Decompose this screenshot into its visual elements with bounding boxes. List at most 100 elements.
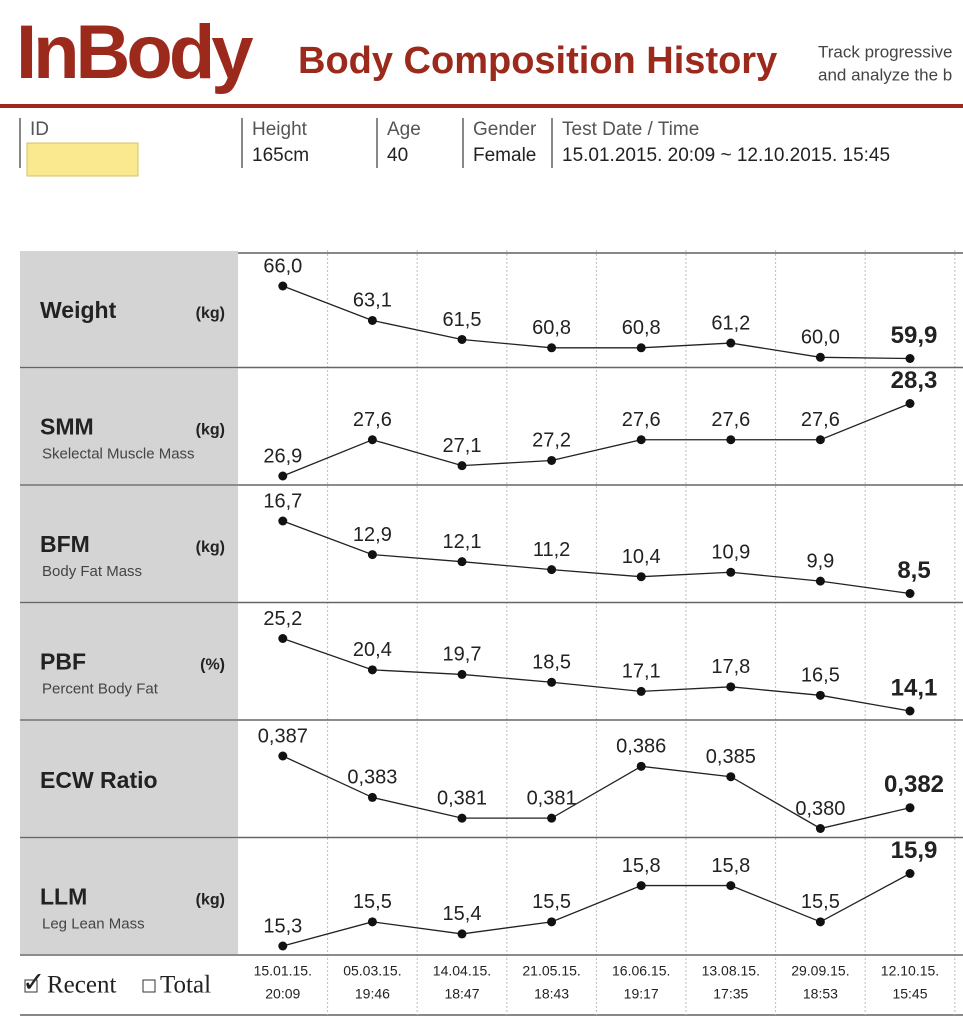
data-point [726,881,736,891]
info-label: Age [387,119,421,140]
data-point [636,572,646,582]
row-label-bg [20,368,238,484]
data-point [726,435,736,445]
value-label: 61,2 [711,312,750,334]
value-label: 17,1 [622,661,661,683]
info-value: 40 [387,145,408,166]
value-label: 11,2 [533,539,570,561]
title: Body Composition History [298,40,777,82]
value-label: 60,0 [801,327,840,349]
value-label: 0,382 [884,771,944,798]
row-unit: (kg) [196,892,225,909]
logo: InBody [16,10,253,95]
info-label: Test Date / Time [562,119,699,140]
data-point [905,399,915,408]
value-label: 27,2 [532,430,571,452]
value-label: 9,9 [806,550,834,572]
date-label: 21.05.15. [522,963,580,979]
value-label: 8,5 [897,557,930,584]
value-label: 27,6 [353,409,392,431]
value-label: 15,5 [532,891,571,913]
value-label: 12,1 [443,531,482,553]
data-point [367,435,377,445]
data-point [278,751,288,761]
value-label: 0,381 [437,787,487,809]
row-unit: (kg) [196,422,225,439]
data-point [636,343,646,353]
row-name: SMM [40,414,94,440]
value-label: 16,7 [263,490,302,512]
row-subtitle: Percent Body Fat [42,680,159,697]
date-label: 29.09.15. [791,963,849,979]
data-point [815,576,825,586]
data-point [547,565,557,575]
value-label: 19,7 [443,644,482,666]
data-point [547,455,557,465]
row-name: ECW Ratio [40,767,158,793]
time-label: 15:45 [892,986,927,1002]
checkbox[interactable] [142,979,156,993]
value-label: 15,5 [353,891,392,913]
value-label: 25,2 [263,608,302,630]
value-label: 27,1 [443,435,482,457]
value-label: 0,380 [795,798,845,820]
data-point [726,772,736,782]
value-label: 60,8 [622,317,661,339]
value-label: 15,5 [801,891,840,913]
time-label: 18:53 [803,986,838,1002]
checkmark: ✓ [22,966,45,997]
value-label: 10,4 [622,546,661,568]
data-point [457,334,467,344]
value-label: 17,8 [711,656,750,678]
time-label: 18:47 [444,986,479,1002]
value-label: 66,0 [263,255,302,277]
value-label: 0,383 [347,767,397,789]
row-subtitle: Skelectal Muscle Mass [42,445,195,462]
data-point [278,634,288,643]
header-rule [0,104,963,108]
value-label: 15,3 [263,915,302,937]
value-label: 10,9 [711,542,750,564]
info-value: 165cm [252,145,309,166]
recent-label: Recent [47,972,116,999]
data-point [278,471,288,481]
trend-line [282,637,911,712]
trend-line [282,755,911,830]
time-label: 19:46 [355,986,390,1002]
row-label-bg [20,486,238,602]
checkbox[interactable] [24,979,38,993]
data-point [726,338,736,348]
data-point [636,881,646,891]
data-point [905,869,915,878]
trend-line [282,872,911,947]
value-label: 0,386 [616,736,666,758]
data-point [278,516,288,526]
value-label: 26,9 [263,445,302,467]
value-label: 15,9 [891,837,938,864]
value-label: 0,387 [258,725,308,747]
row-name: Weight [40,297,117,323]
row-label-bg [20,838,238,954]
data-point [367,792,377,802]
data-point [815,690,825,700]
trend-line [282,520,911,595]
data-point [367,665,377,675]
time-label: 17:35 [713,986,748,1002]
data-point [278,281,288,291]
data-point [905,706,915,716]
data-point [636,435,646,445]
info-label: Height [252,119,308,140]
date-label: 16.06.15. [612,963,670,979]
info-value: Female [473,145,536,166]
value-label: 60,8 [532,317,571,339]
data-point [726,682,736,692]
data-point [636,686,646,696]
date-label: 15.01.15. [254,963,312,979]
data-point [905,354,915,363]
data-point [547,917,557,927]
data-point [905,803,915,813]
time-label: 19:17 [624,986,659,1002]
data-point [367,550,377,560]
date-label: 13.08.15. [702,963,760,979]
